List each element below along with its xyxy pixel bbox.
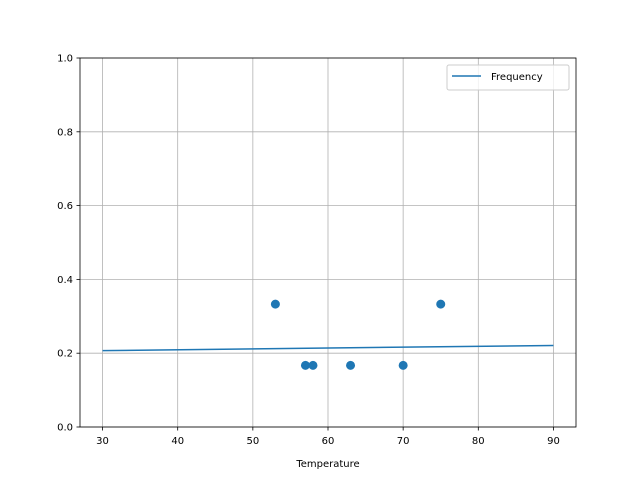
x-tick-label: 60 — [322, 436, 335, 447]
y-tick-label: 1.0 — [57, 54, 73, 65]
x-tick-label: 30 — [96, 436, 109, 447]
legend: Frequency — [446, 64, 570, 91]
x-tick-label: 80 — [472, 436, 485, 447]
y-tick-label: 0.4 — [57, 275, 73, 286]
plot-marks — [102, 299, 554, 370]
x-tick-label: 70 — [397, 436, 410, 447]
scatter-point — [300, 360, 310, 370]
scatter-point — [270, 299, 280, 309]
legend-box — [446, 64, 570, 91]
y-tick-label: 0.8 — [57, 127, 73, 138]
y-tick-label: 0.6 — [57, 201, 73, 212]
ticks: 30 40 50 60 70 80 90 0.0 0.2 0.4 0.6 0.8 1.0 — [57, 54, 560, 448]
x-axis-label: Temperature — [295, 459, 359, 470]
x-tick-label: 40 — [171, 436, 184, 447]
legend-label: Frequency — [491, 72, 543, 83]
x-tick-label: 50 — [246, 436, 259, 447]
scatter-point — [436, 299, 446, 309]
y-tick-label: 0.2 — [57, 349, 73, 360]
scatter-point — [398, 360, 408, 370]
scatter-point — [346, 360, 356, 370]
scatter-point — [308, 360, 318, 370]
x-tick-label: 90 — [547, 436, 560, 447]
series-line-frequency — [102, 344, 554, 352]
y-tick-label: 0.0 — [57, 423, 73, 434]
